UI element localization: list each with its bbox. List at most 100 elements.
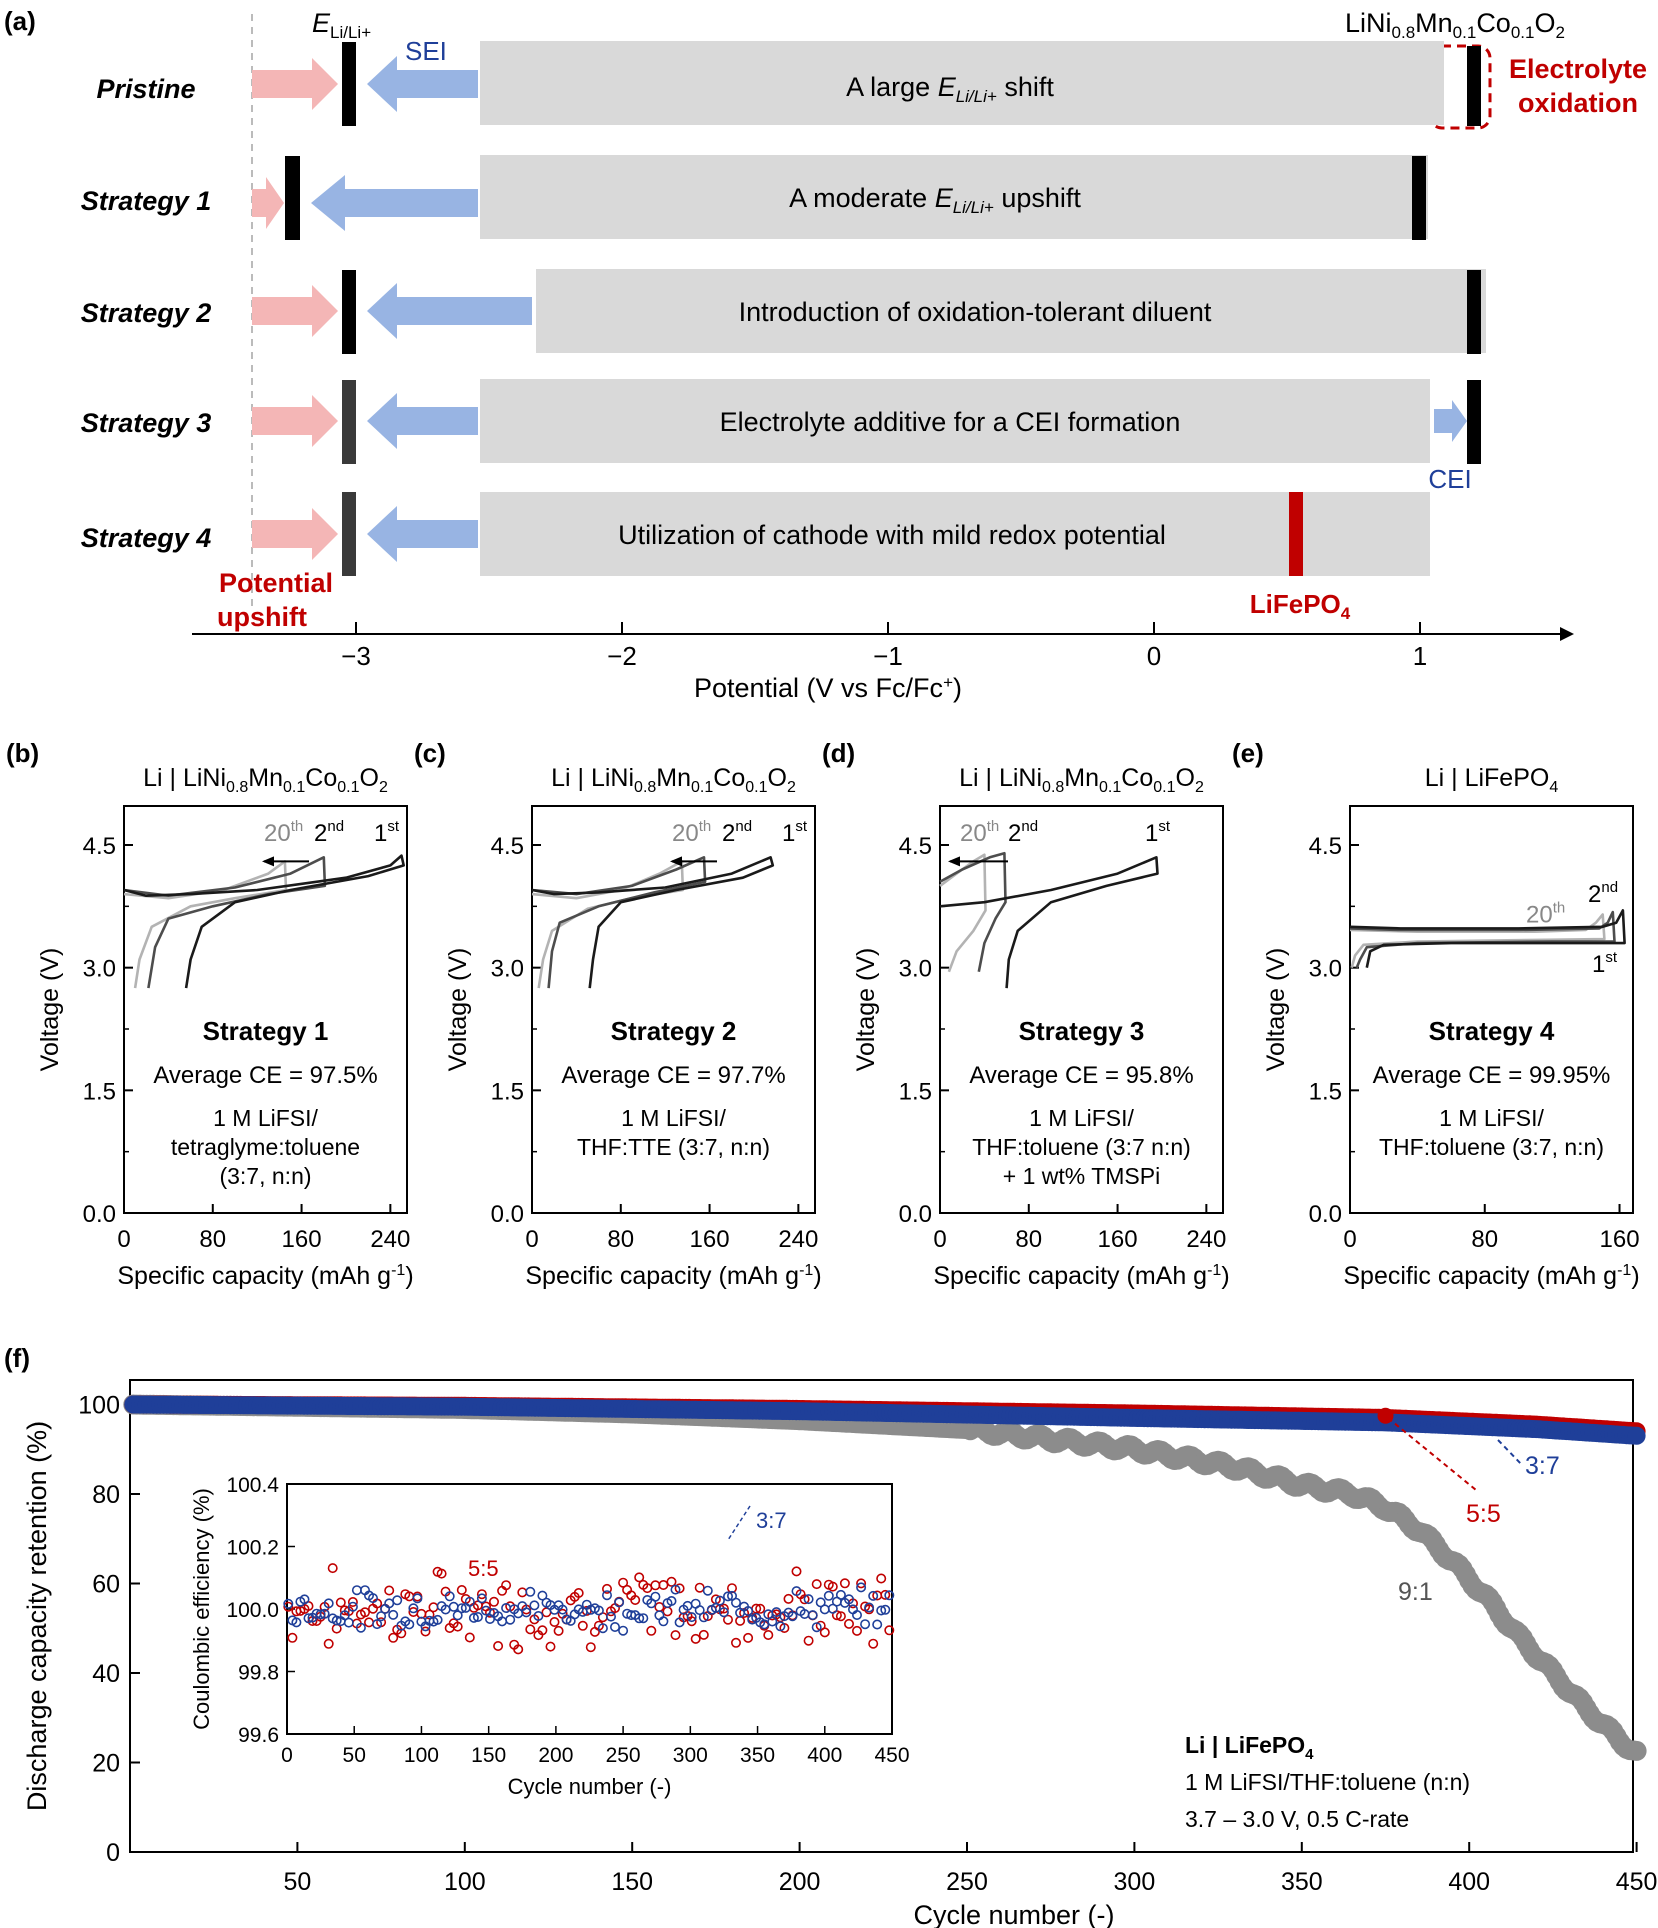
inset-point (339, 1610, 350, 1621)
inset-point (408, 1603, 419, 1614)
cycle-label-1st: 1st (374, 818, 400, 847)
inset-point (634, 1613, 645, 1624)
cycle-label-2nd: 2nd (722, 818, 752, 847)
retention-point (1626, 1740, 1647, 1761)
row-text-pristine: A large ELi/Li+ shift (846, 72, 1054, 106)
panel-title: Li | LiNi0.8Mn0.1Co0.1O2 (143, 764, 388, 796)
inset-point (388, 1632, 399, 1643)
sei-arrow (311, 175, 478, 231)
electrolyte-label: (3:7, n:n) (219, 1163, 311, 1189)
electrolyte-label: 1 M LiFSI/ (1029, 1105, 1134, 1131)
x-tick-label: 240 (370, 1226, 410, 1253)
x-tick-label: 0 (117, 1226, 130, 1253)
curve-cycle-1st (1349, 909, 1626, 968)
inset-point (872, 1619, 883, 1630)
inset-point (388, 1609, 399, 1620)
inset-point (557, 1604, 568, 1615)
row-text-strategy-1: A moderate ELi/Li+ upshift (789, 183, 1081, 217)
inset-point (868, 1638, 879, 1649)
retention-y-tick-label: 0 (106, 1839, 120, 1867)
panel-label: (e) (1232, 738, 1264, 768)
inset-point (291, 1617, 302, 1628)
cycle-label-20th: 20th (1526, 900, 1565, 929)
y-axis-label: Voltage (V) (852, 948, 880, 1072)
cei-arrow (1434, 400, 1467, 442)
inset-point (392, 1595, 403, 1606)
inset-point (355, 1622, 366, 1633)
cycle-label-2nd: 2nd (1588, 879, 1618, 908)
x-tick-label: 160 (1600, 1226, 1640, 1253)
inset-x-tick-label: 350 (740, 1744, 775, 1767)
inset-point (860, 1619, 871, 1630)
strategy-label: Strategy 2 (611, 1016, 737, 1046)
inset-point (791, 1586, 802, 1597)
inset-point (876, 1573, 887, 1584)
inset-point (787, 1611, 798, 1622)
retention-y-axis-label: Discharge capacity retention (%) (22, 1421, 52, 1811)
inset-point (710, 1602, 721, 1613)
panel-label: (b) (6, 738, 39, 768)
inset-point (468, 1612, 479, 1623)
cycle-label-20th: 20th (672, 818, 711, 847)
potential-window-bar (480, 155, 1428, 239)
retention-x-tick-label: 50 (283, 1868, 311, 1896)
inset-point (525, 1586, 536, 1597)
inset-point (876, 1605, 887, 1616)
inset-point (702, 1585, 713, 1596)
inset-point (880, 1589, 891, 1600)
potential-window-bar (480, 379, 1430, 463)
panel-title: Li | LiFePO4 (1425, 764, 1559, 796)
inset-point (456, 1603, 467, 1614)
inset-point (436, 1568, 447, 1579)
curve-cycle-1st (939, 856, 1159, 989)
electrolyte-label: THF:TTE (3:7, n:n) (577, 1134, 770, 1160)
strategy-label: Strategy 4 (1429, 1016, 1555, 1046)
potential-upshift-arrow (252, 285, 338, 337)
inset-point (412, 1593, 423, 1604)
inset-point (384, 1585, 395, 1596)
inset-point (456, 1585, 467, 1596)
inset-point (827, 1603, 838, 1614)
inset-point (670, 1584, 681, 1595)
inset-point (634, 1572, 645, 1583)
retention-series-labels: 3:7 5:5 9:1 (1387, 1417, 1560, 1606)
electrolyte-oxidation-label-1: Electrolyte (1509, 54, 1647, 84)
cathode-mark (1467, 380, 1481, 464)
potential-axis-label: Potential (V vs Fc/Fc+) (694, 673, 962, 703)
x-tick-label: 80 (1471, 1226, 1498, 1253)
li-electrode-mark (342, 270, 356, 354)
inset-point (323, 1638, 334, 1649)
inset-point (743, 1606, 754, 1617)
li-electrode-mark (285, 156, 300, 240)
curve-cycle-20th (531, 860, 685, 989)
x-tick-label: 160 (1098, 1226, 1138, 1253)
inset-point (573, 1588, 584, 1599)
potential-upshift-arrow (252, 177, 284, 229)
e-li-label: ELi/Li+ (312, 8, 371, 42)
strategy-label: Strategy 3 (1019, 1016, 1145, 1046)
inset-point (553, 1625, 564, 1636)
retention-annotation-title: Li | LiFePO4 (1185, 1732, 1314, 1763)
inset-point (658, 1616, 669, 1627)
inset-point (335, 1597, 346, 1608)
inset-y-tick-label: 100.4 (226, 1474, 279, 1497)
inset-x-tick-label: 200 (538, 1744, 573, 1767)
row-label-strategy-3: Strategy 3 (81, 408, 212, 438)
row-label-strategy-2: Strategy 2 (81, 298, 212, 328)
row-label-strategy-1: Strategy 1 (81, 186, 212, 216)
x-tick-label: 160 (282, 1226, 322, 1253)
inset-point (698, 1629, 709, 1640)
inset-point (823, 1590, 834, 1601)
inset-point (803, 1594, 814, 1605)
inset-point (452, 1621, 463, 1632)
inset-point (537, 1590, 548, 1601)
average-ce-label: Average CE = 99.95% (1373, 1062, 1611, 1089)
inset-point (811, 1579, 822, 1590)
x-axis-label: Specific capacity (mAh g-1) (933, 1262, 1229, 1290)
y-tick-label: 1.5 (491, 1078, 524, 1105)
inset-x-tick-label: 0 (281, 1744, 293, 1767)
panel-a: (a) ELi/Li+ SEI LiNi0.8Mn0.1Co0.1O2 Elec… (4, 6, 1647, 703)
inset-point (432, 1614, 443, 1625)
panel-label: (c) (414, 738, 446, 768)
series-label-5-5: 5:5 (1466, 1500, 1501, 1528)
